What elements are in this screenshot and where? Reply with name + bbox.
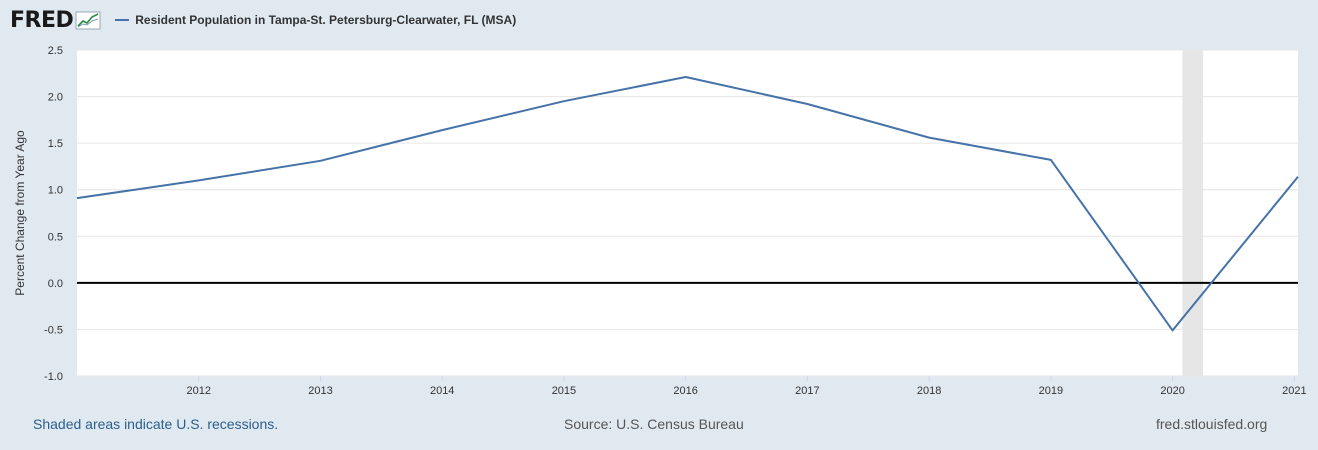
y-tick-label: 1.0 xyxy=(48,185,63,197)
data-point xyxy=(75,196,79,200)
data-point xyxy=(440,128,444,132)
data-point xyxy=(1049,158,1053,162)
site-link[interactable]: fred.stlouisfed.org xyxy=(1156,416,1268,432)
x-tick-label: 2021 xyxy=(1282,385,1306,397)
y-tick-label: -0.5 xyxy=(44,324,63,336)
y-tick-label: 1.5 xyxy=(48,138,63,150)
data-point xyxy=(927,136,931,140)
fred-logo[interactable]: FRED xyxy=(10,8,101,33)
recession-band xyxy=(1182,50,1204,376)
data-point xyxy=(197,178,201,182)
y-axis-ticks: -1.0 -0.5 0.0 0.5 1.0 1.5 2.0 2.5 xyxy=(44,45,63,383)
fred-logo-text: FRED xyxy=(10,7,74,33)
legend-swatch xyxy=(115,19,130,21)
data-point xyxy=(805,102,809,106)
x-tick-label: 2017 xyxy=(795,385,819,397)
x-tick-label: 2012 xyxy=(186,385,210,397)
fred-logo-graph-icon xyxy=(75,11,101,30)
line-chart: -1.0-0.50.00.51.01.52.02.5 2012 2013 2014 2… xyxy=(13,45,1307,397)
legend-label: Resident Population in Tampa-St. Petersb… xyxy=(135,13,517,27)
x-tick-label: 2018 xyxy=(917,385,941,397)
gridlines xyxy=(77,49,1298,377)
source-note: Source: U.S. Census Bureau xyxy=(564,416,744,432)
x-tick-label: 2014 xyxy=(430,385,454,397)
data-point xyxy=(1171,328,1175,332)
y-tick-label: -1.0 xyxy=(44,371,63,383)
x-tick-label: 2019 xyxy=(1039,385,1063,397)
data-point xyxy=(684,75,688,79)
series-line[interactable] xyxy=(76,76,1299,332)
data-point xyxy=(1296,175,1300,179)
y-tick-label: 0.5 xyxy=(48,231,63,243)
x-tick-label: 2015 xyxy=(552,385,576,397)
y-tick-label: 2.5 xyxy=(48,45,63,57)
x-axis-ticks: 2012 2013 2014 2015 2016 2017 2018 2019 2020 2021 xyxy=(186,376,1307,397)
recession-note[interactable]: Shaded areas indicate U.S. recessions. xyxy=(33,416,279,432)
x-tick-label: 2016 xyxy=(673,385,697,397)
y-tick-label: 0.0 xyxy=(48,278,63,290)
recession-shading xyxy=(1182,50,1204,376)
chart-header: FRED Resident Population in Tampa-St. Pe… xyxy=(10,6,516,34)
chart-legend: Resident Population in Tampa-St. Petersb… xyxy=(115,13,516,27)
y-tick-label: 2.0 xyxy=(48,92,63,104)
plot-area xyxy=(77,50,1298,376)
y-axis-label: Percent Change from Year Ago xyxy=(13,130,27,296)
x-tick-label: 2020 xyxy=(1160,385,1184,397)
x-tick-label: 2013 xyxy=(308,385,332,397)
data-point xyxy=(318,159,322,163)
data-point xyxy=(562,99,566,103)
